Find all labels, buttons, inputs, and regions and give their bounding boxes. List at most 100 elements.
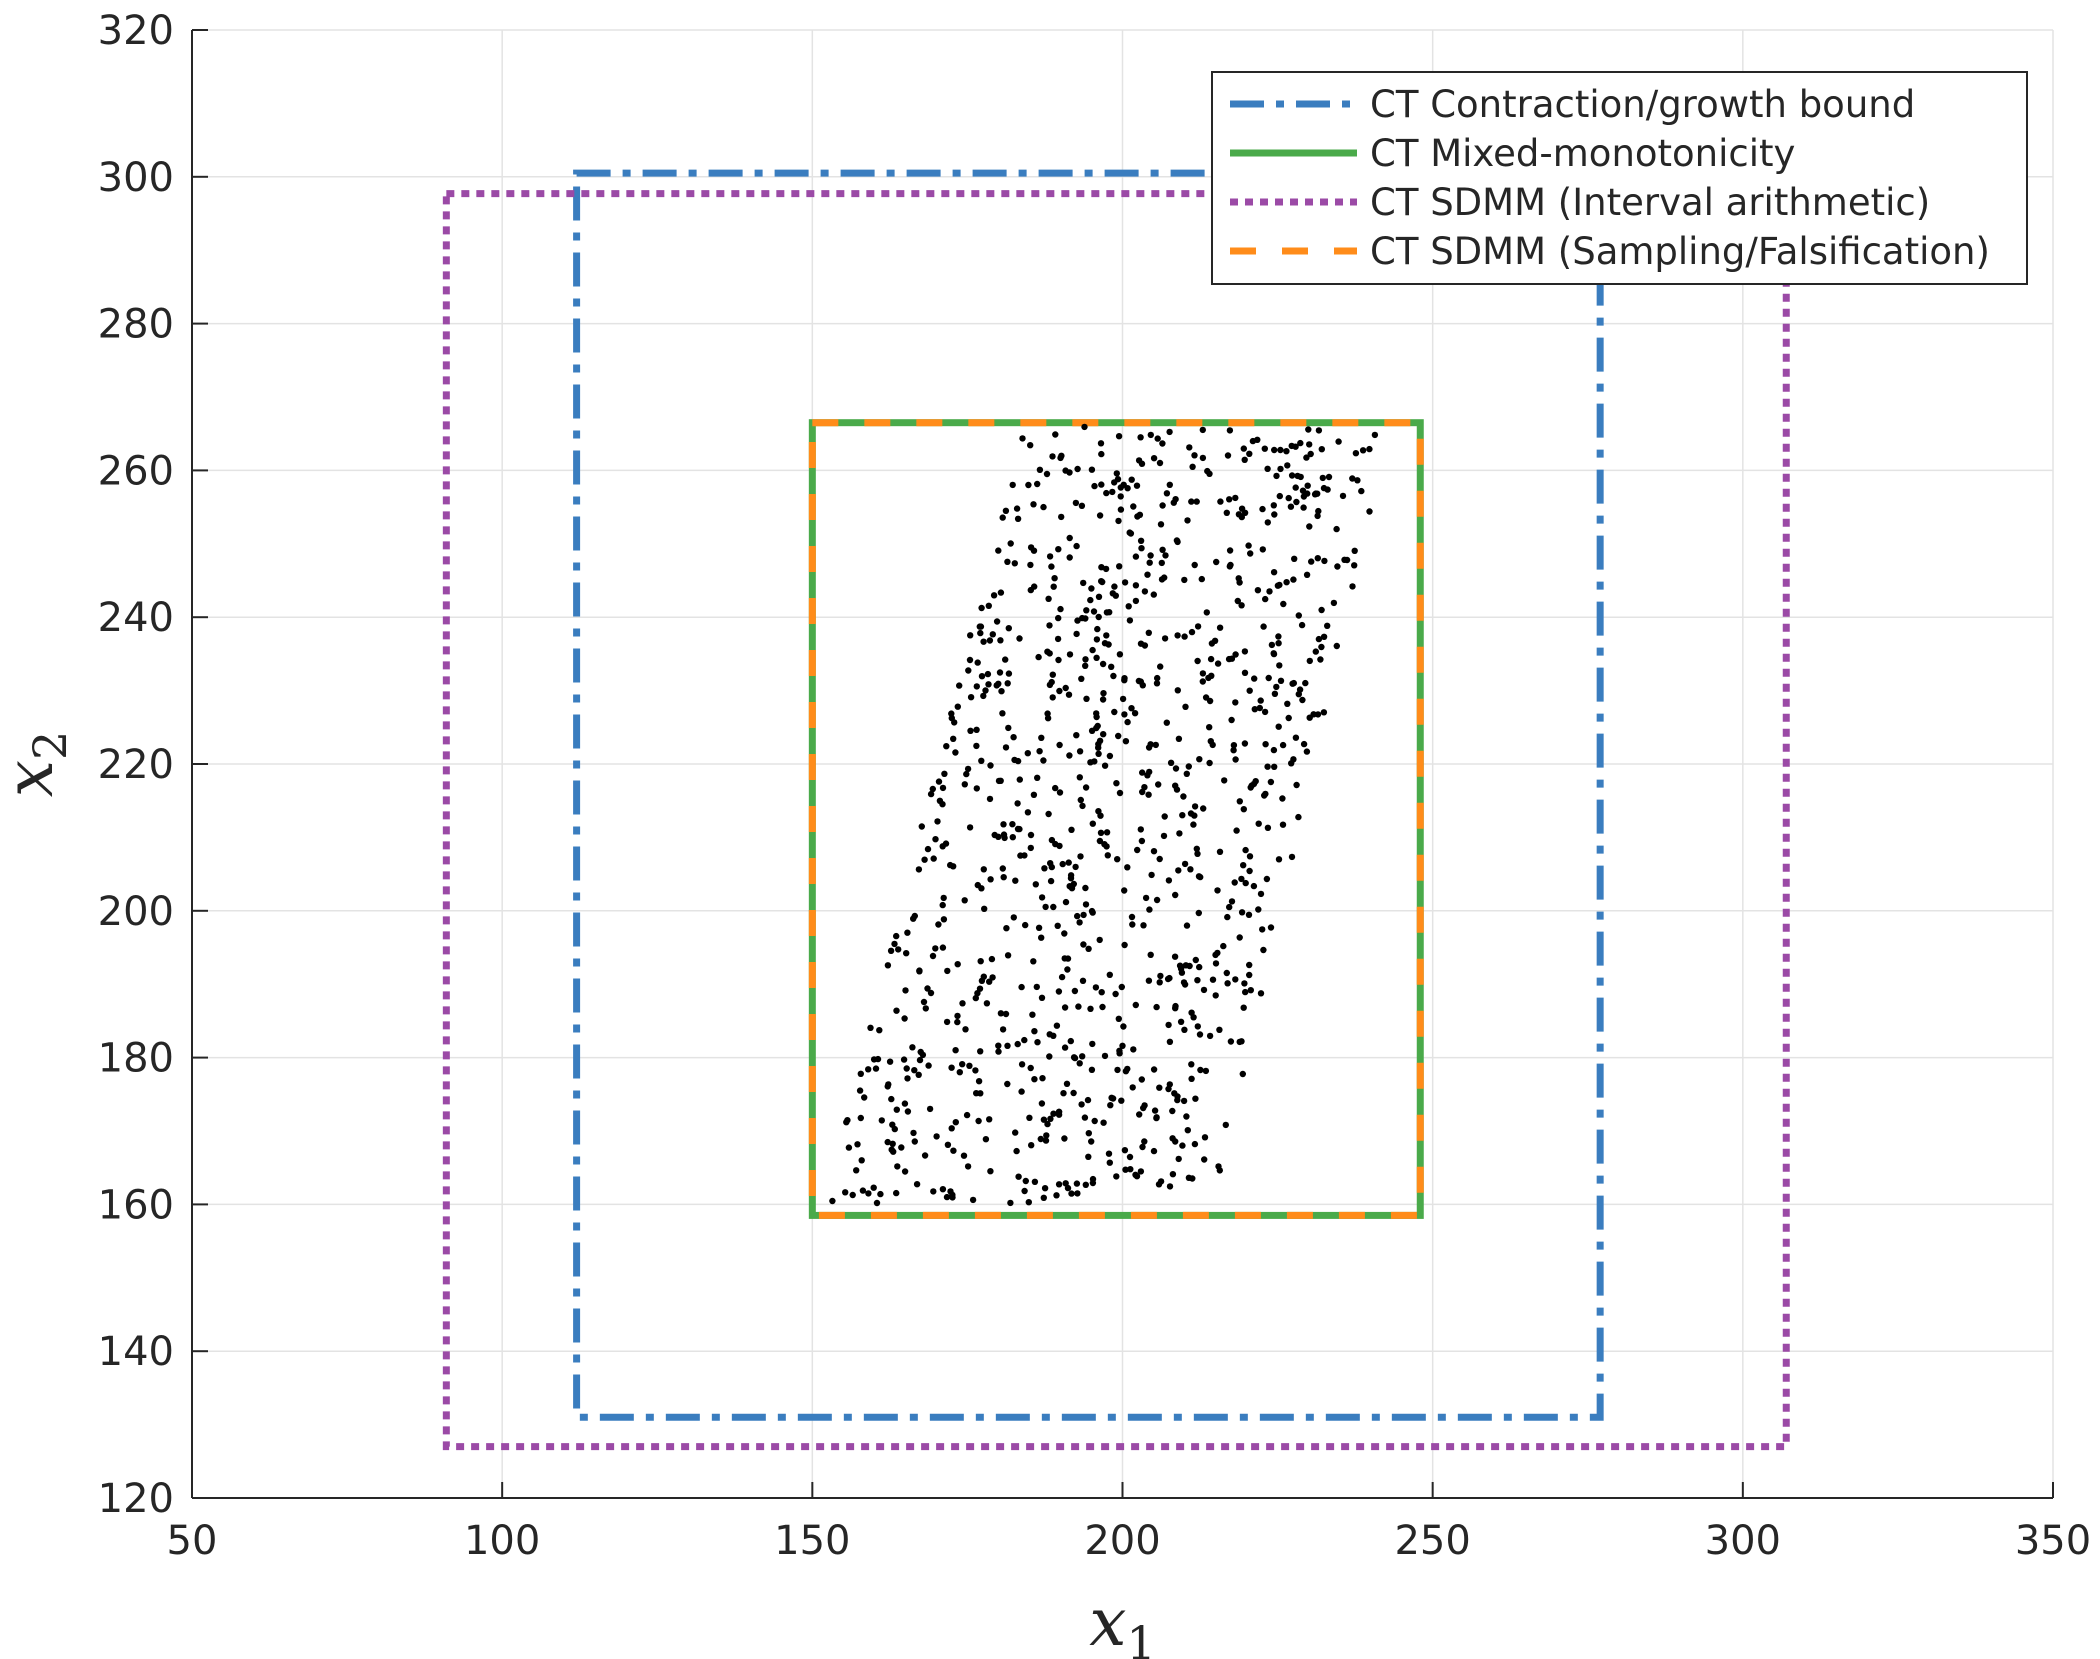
sample-point: [1169, 1107, 1176, 1115]
sample-point: [886, 1058, 894, 1065]
sample-point: [1188, 1075, 1195, 1083]
sample-point: [1062, 467, 1069, 474]
sample-point: [1121, 711, 1128, 718]
sample-point: [1049, 671, 1057, 678]
sample-point: [859, 1187, 867, 1194]
sample-point: [939, 801, 946, 808]
sample-point: [1102, 565, 1110, 573]
sample-point: [1172, 1002, 1179, 1010]
sample-point: [1132, 597, 1140, 605]
sample-point: [977, 623, 985, 630]
sample-point: [1341, 556, 1348, 563]
sample-point: [1139, 1143, 1146, 1151]
sample-point: [1199, 426, 1207, 434]
sample-point: [1193, 845, 1201, 852]
sample-point: [1010, 734, 1017, 741]
sample-point: [1333, 525, 1340, 533]
sample-point: [1354, 477, 1361, 484]
sample-point: [1271, 690, 1279, 697]
sample-point: [950, 735, 957, 742]
sample-point: [1048, 563, 1055, 570]
sample-point: [1076, 748, 1084, 755]
sample-point: [1131, 710, 1139, 717]
sample-point: [1200, 805, 1207, 812]
sample-point: [867, 1024, 874, 1032]
sample-point: [1163, 719, 1171, 726]
sample-point: [1174, 687, 1182, 694]
sample-point: [1084, 1096, 1092, 1104]
box-dotted: [442, 190, 1790, 1451]
sample-point: [872, 1065, 880, 1072]
sample-point: [1050, 903, 1057, 911]
sample-point: [995, 1048, 1002, 1055]
sample-point: [1239, 1070, 1247, 1078]
sample-point: [876, 1027, 883, 1034]
sample-point: [1100, 1119, 1107, 1126]
sample-point: [1002, 1010, 1010, 1018]
sample-point: [1005, 625, 1012, 632]
sample-point: [1074, 1190, 1081, 1197]
sample-point: [932, 836, 939, 843]
sample-point: [1088, 466, 1096, 473]
sample-point: [1224, 913, 1231, 921]
sample-point: [1318, 643, 1325, 651]
sample-point: [849, 1191, 856, 1199]
sample-point: [1238, 909, 1246, 916]
sample-point: [1032, 881, 1040, 888]
sample-point: [1021, 1187, 1028, 1195]
sample-point: [986, 978, 993, 985]
sample-point: [1240, 1004, 1247, 1011]
sample-point: [1194, 657, 1201, 665]
sample-point: [1177, 1018, 1185, 1025]
sample-point: [1057, 454, 1064, 462]
sample-point: [1121, 579, 1129, 586]
sample-point: [990, 592, 998, 599]
sample-point: [1106, 752, 1114, 760]
sample-point: [1028, 1142, 1035, 1149]
sample-point: [1055, 1108, 1063, 1116]
sample-point: [890, 1148, 897, 1155]
sample-point: [1271, 763, 1278, 770]
sample-point: [1110, 672, 1117, 680]
sample-point: [1056, 842, 1063, 850]
sample-point: [986, 637, 994, 644]
sample-point: [1324, 622, 1331, 629]
sample-point: [1052, 784, 1059, 792]
sample-point: [1065, 859, 1072, 866]
sample-point: [997, 1010, 1005, 1017]
sample-point: [1193, 498, 1200, 505]
sample-point: [1306, 714, 1313, 721]
sample-point: [1040, 1194, 1048, 1202]
sample-point: [964, 1163, 972, 1170]
sample-point: [1249, 437, 1257, 445]
sample-point: [1038, 1100, 1046, 1107]
sample-point: [963, 1111, 971, 1119]
sample-point: [1159, 502, 1166, 509]
sample-point: [1227, 1038, 1235, 1045]
sample-point: [1223, 969, 1231, 977]
sample-point: [884, 1083, 891, 1090]
sample-point: [1128, 705, 1135, 712]
sample-point: [940, 894, 947, 902]
sample-point: [1141, 1102, 1148, 1109]
sample-point: [943, 1018, 951, 1026]
sample-point: [1116, 789, 1124, 797]
sample-point: [1072, 863, 1079, 871]
sample-point: [987, 1168, 994, 1175]
sample-point: [1045, 810, 1052, 818]
sample-point: [975, 1078, 983, 1085]
sample-point: [1124, 1065, 1131, 1073]
sample-point: [941, 770, 948, 777]
sample-point: [996, 669, 1004, 676]
sample-point: [1015, 1173, 1022, 1180]
sample-point: [1022, 1177, 1029, 1185]
sample-point: [1010, 914, 1017, 921]
sample-point: [1242, 879, 1249, 887]
sample-point: [1108, 663, 1115, 670]
sample-point: [926, 1105, 934, 1113]
sample-point: [995, 547, 1002, 554]
sample-point: [1277, 465, 1284, 473]
sample-point: [993, 618, 1001, 625]
sample-point: [1226, 496, 1233, 503]
sample-point: [1206, 470, 1213, 477]
